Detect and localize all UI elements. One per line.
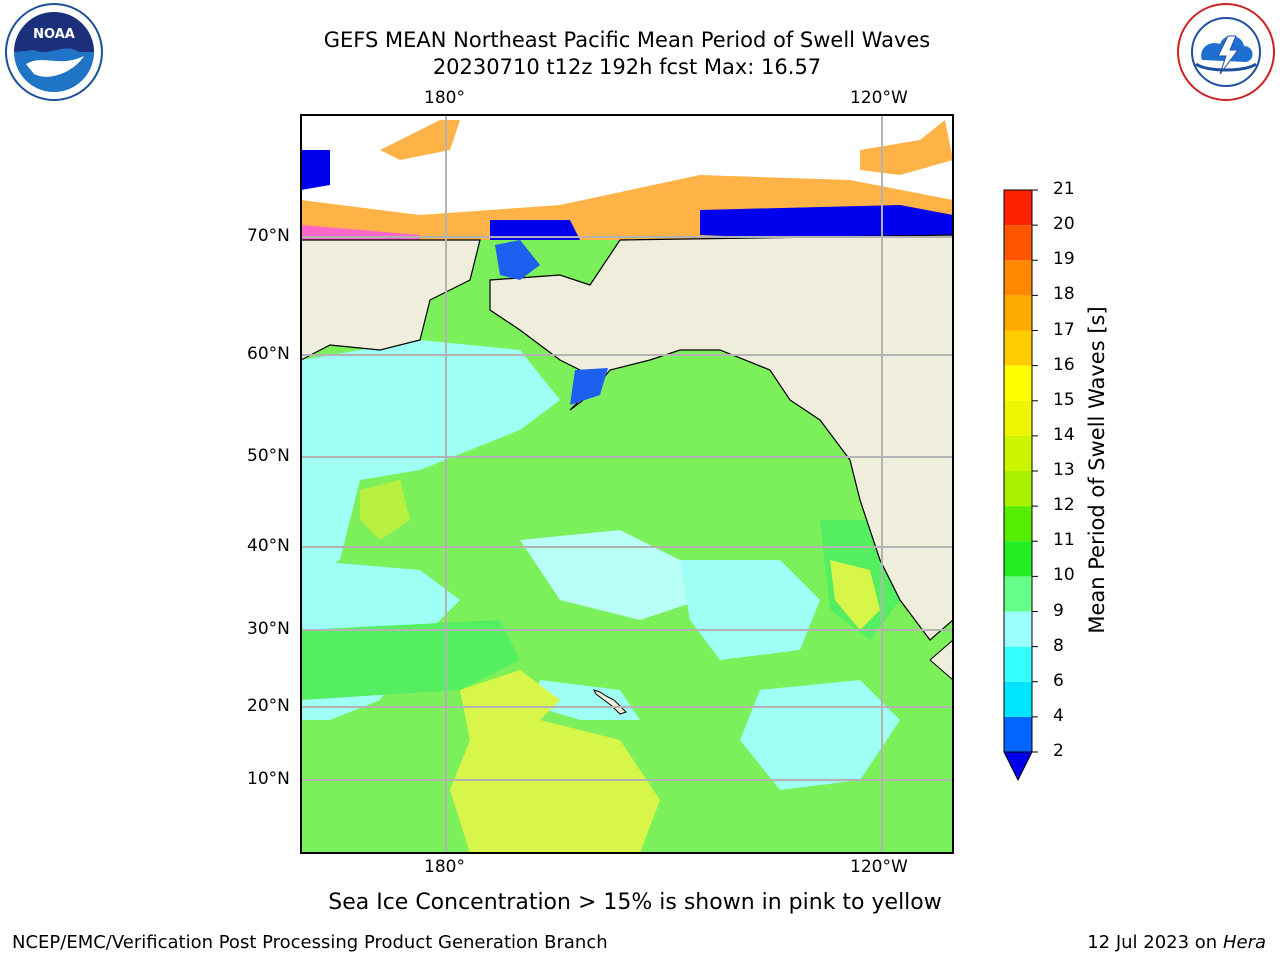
map-frame <box>300 114 954 854</box>
colorbar-segment <box>1004 716 1032 752</box>
chart-subtitle: 20230710 t12z 192h fcst Max: 16.57 <box>432 55 822 79</box>
colorbar-segment <box>1004 506 1032 542</box>
colorbar-segment <box>1004 295 1032 331</box>
chart-title: GEFS MEAN Northeast Pacific Mean Period … <box>323 28 931 52</box>
swell-long-period-region <box>450 670 660 853</box>
colorbar-tick-label: 13 <box>1053 460 1075 480</box>
colorbar-segment <box>1004 611 1032 647</box>
lat-label-20n: 20°N <box>247 696 290 716</box>
lat-label-60n: 60°N <box>247 344 290 364</box>
footer-date: 12 Jul 2023 on Hera <box>1087 932 1266 953</box>
footer-host: Hera <box>1222 932 1266 953</box>
colorbar-segment <box>1004 365 1032 401</box>
swell-short-period-region <box>301 340 560 580</box>
colorbar <box>1003 189 1038 782</box>
map-gridlines <box>301 115 953 853</box>
colorbar-segment <box>1004 646 1032 682</box>
colorbar-segment <box>1004 541 1032 577</box>
colorbar-tick-label: 6 <box>1053 670 1064 691</box>
lat-label-70n: 70°N <box>247 226 290 246</box>
colorbar-segment <box>1004 190 1032 226</box>
colorbar-tick-label: 8 <box>1053 635 1064 656</box>
footer-credit: NCEP/EMC/Verification Post Processing Pr… <box>12 932 608 953</box>
map-caption: Sea Ice Concentration > 15% is shown in … <box>328 890 942 915</box>
noaa-logo: NOAA <box>5 3 103 101</box>
lon-label-top-180: 180° <box>424 88 465 108</box>
lat-label-10n: 10°N <box>247 769 290 789</box>
colorbar-tick-label: 2 <box>1053 741 1064 761</box>
colorbar-segment <box>1004 330 1032 366</box>
colorbar-tick-label: 18 <box>1053 284 1075 305</box>
colorbar-segment <box>1004 576 1032 612</box>
colorbar-tick-label: 9 <box>1053 600 1064 621</box>
lat-label-40n: 40°N <box>247 536 290 556</box>
colorbar-tick-label: 19 <box>1053 249 1075 270</box>
colorbar-segment <box>1004 471 1032 507</box>
colorbar-segment <box>1004 435 1032 471</box>
colorbar-segment <box>1004 681 1032 717</box>
lat-label-30n: 30°N <box>247 619 290 639</box>
colorbar-label: Mean Period of Swell Waves [s] <box>1085 306 1109 634</box>
colorbar-tick-label: 15 <box>1053 389 1075 410</box>
colorbar-tick-label: 14 <box>1053 424 1075 445</box>
lon-label-top-120w: 120°W <box>850 88 908 108</box>
colorbar-tick-label: 20 <box>1053 214 1075 235</box>
lat-label-50n: 50°N <box>247 446 290 466</box>
colorbar-segment <box>1004 400 1032 436</box>
colorbar-tick-label: 10 <box>1053 565 1075 586</box>
colorbar-tick-label: 17 <box>1053 319 1075 340</box>
colorbar-segment <box>1004 260 1032 296</box>
colorbar-segment <box>1004 225 1032 261</box>
colorbar-tick-label: 21 <box>1053 179 1075 199</box>
colorbar-tick-label: 16 <box>1053 354 1075 375</box>
lon-label-bottom-120w: 120°W <box>850 857 908 877</box>
footer-date-text: 12 Jul 2023 on <box>1087 932 1223 953</box>
colorbar-tick-label: 11 <box>1053 530 1075 551</box>
noaa-logo-text: NOAA <box>33 27 75 42</box>
nws-logo <box>1177 3 1275 101</box>
colorbar-tick-label: 12 <box>1053 495 1075 516</box>
lon-label-bottom-180: 180° <box>424 857 465 877</box>
colorbar-tick-label: 4 <box>1053 705 1064 726</box>
colorbar-extend-triangle <box>1003 751 1033 782</box>
